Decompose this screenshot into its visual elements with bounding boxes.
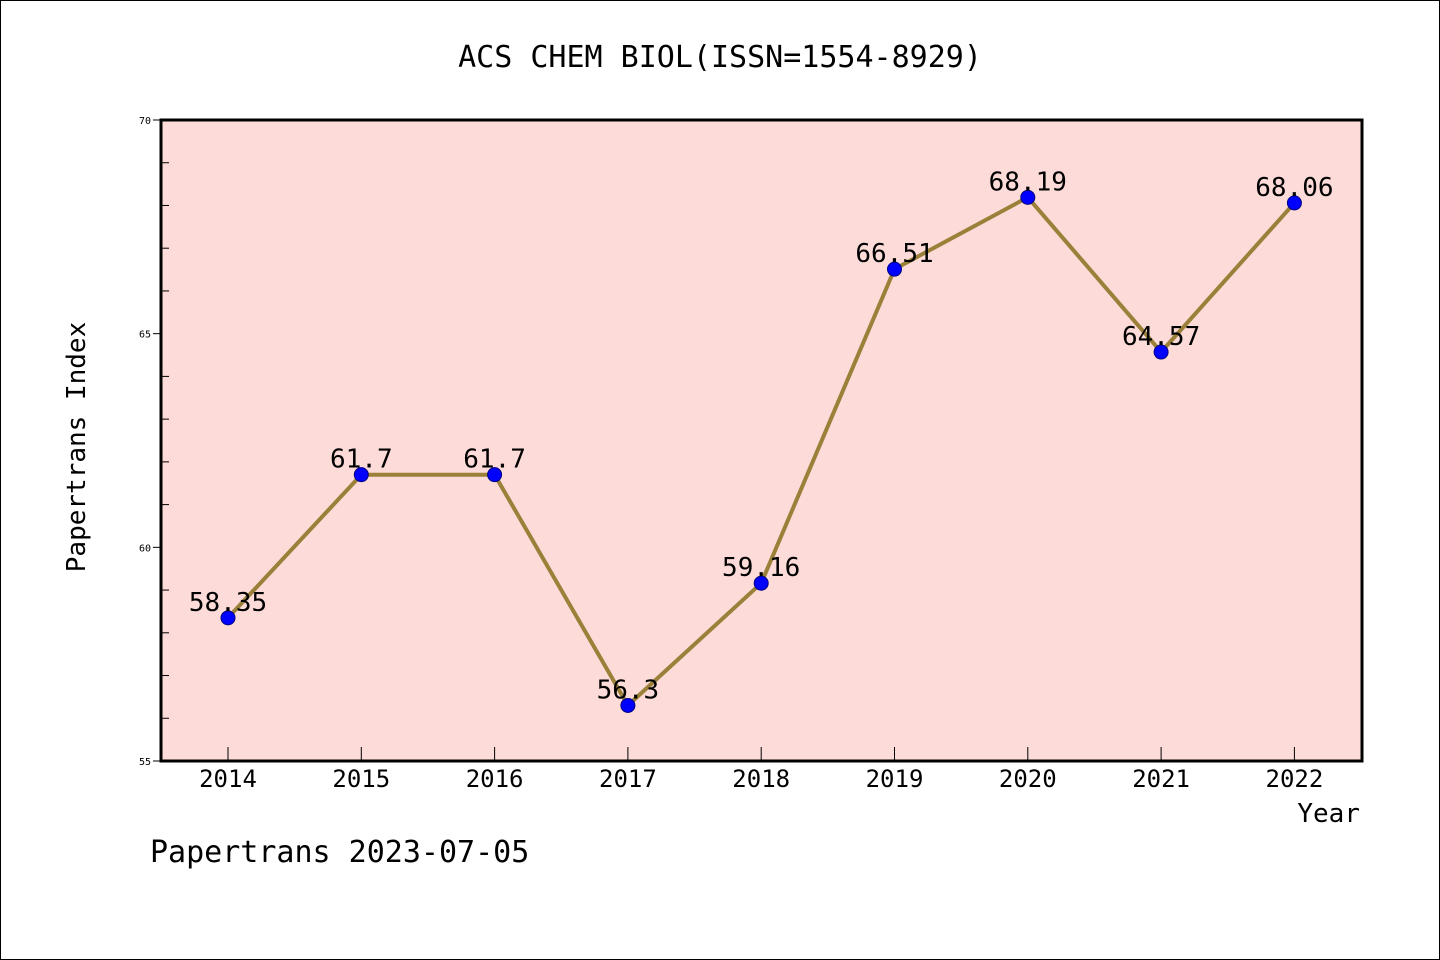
x-tick-label: 2016: [466, 765, 524, 793]
data-point: [1153, 344, 1169, 360]
footer-credit: Papertrans 2023-07-05: [150, 835, 530, 870]
data-point: [620, 697, 636, 713]
x-axis-label: Year: [1297, 799, 1360, 829]
data-point: [887, 261, 902, 277]
data-label: 56.3: [597, 675, 660, 705]
plot-area: [159, 118, 1364, 763]
data-point: [1286, 195, 1302, 211]
data-point: [1020, 189, 1036, 205]
x-tick-label: 2020: [999, 765, 1057, 793]
y-axis-ticks: 55 60 65 70: [139, 116, 169, 768]
chart-title: ACS CHEM BIOL(ISSN=1554-8929): [458, 40, 982, 75]
data-point: [353, 467, 369, 483]
y-tick-label: 55: [139, 757, 151, 768]
x-axis-ticks: 2014 2015 2016 2017 2018 2019 2020 2021 2022: [199, 747, 1323, 793]
data-label: 66.51: [855, 239, 933, 269]
y-tick-label: 70: [139, 116, 151, 127]
x-tick-label: 2014: [199, 765, 257, 793]
data-labels: 58.35 61.7 61.7 56.3 59.16 66.51 68.19 64.57 68.…: [189, 167, 1334, 705]
data-label: 64.57: [1122, 322, 1200, 352]
data-point: [753, 575, 769, 591]
data-label: 68.06: [1255, 173, 1333, 203]
y-axis-label: Papertrans Index: [62, 322, 92, 572]
x-tick-label: 2019: [866, 765, 924, 793]
data-markers: [220, 189, 1302, 713]
x-tick-label: 2021: [1132, 765, 1190, 793]
data-label: 61.7: [330, 445, 393, 475]
data-label: 68.19: [989, 167, 1067, 197]
data-label: 61.7: [463, 445, 526, 475]
data-point: [220, 610, 236, 626]
x-tick-label: 2017: [599, 765, 657, 793]
data-point: [487, 467, 503, 483]
x-tick-label: 2018: [732, 765, 790, 793]
x-tick-label: 2022: [1266, 765, 1324, 793]
y-tick-label: 65: [139, 330, 151, 341]
x-tick-label: 2015: [332, 765, 390, 793]
data-label: 58.35: [189, 588, 267, 618]
y-tick-label: 60: [139, 543, 151, 554]
data-label: 59.16: [722, 553, 800, 583]
